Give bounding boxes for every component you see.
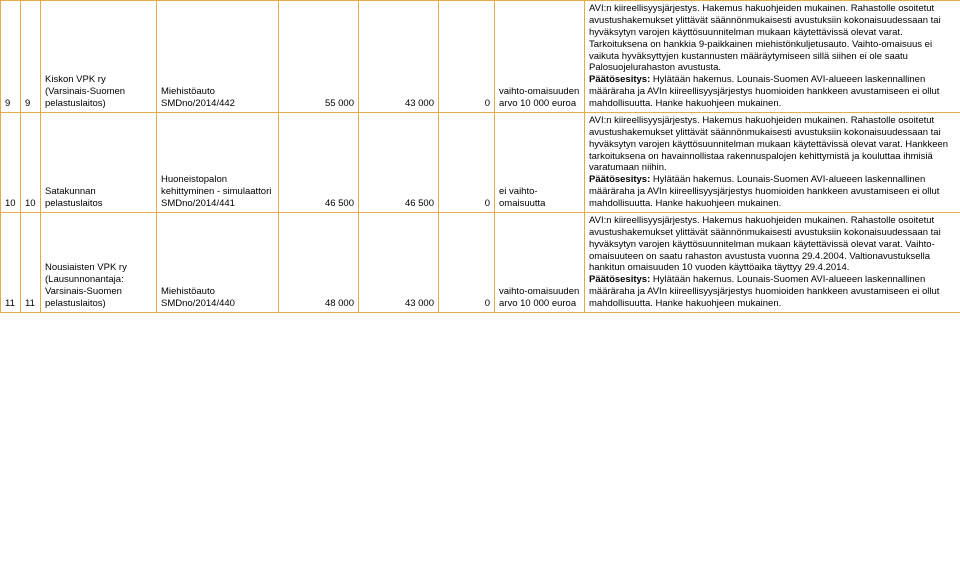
col-description: AVI:n kiireellisyysjärjestys. Hakemus ha…: [585, 1, 960, 113]
col-amount1: 55 000: [279, 1, 359, 113]
table-row: 1010Satakunnan pelastuslaitosHuoneistopa…: [1, 112, 960, 212]
col-org: Kiskon VPK ry (Varsinais-Suomen pelastus…: [41, 1, 157, 113]
col-amount2: 46 500: [359, 112, 439, 212]
decision-label: Päätösesitys:: [589, 174, 650, 185]
col-item: Miehistöauto SMDno/2014/442: [157, 1, 279, 113]
table-row: 1111Nousiaisten VPK ry (Lausunnonantaja:…: [1, 212, 960, 312]
table-row: 99Kiskon VPK ry (Varsinais-Suomen pelast…: [1, 1, 960, 113]
col-item: Huoneistopalon kehittyminen - simulaatto…: [157, 112, 279, 212]
col-a: 9: [1, 1, 21, 113]
data-table: 99Kiskon VPK ry (Varsinais-Suomen pelast…: [0, 0, 960, 313]
col-a: 10: [1, 112, 21, 212]
col-amount3: 0: [439, 1, 495, 113]
decision-label: Päätösesitys:: [589, 274, 650, 285]
desc-text: AVI:n kiireellisyysjärjestys. Hakemus ha…: [589, 3, 941, 73]
col-description: AVI:n kiireellisyysjärjestys. Hakemus ha…: [585, 212, 960, 312]
col-amount3: 0: [439, 112, 495, 212]
col-org: Nousiaisten VPK ry (Lausunnonantaja: Var…: [41, 212, 157, 312]
col-amount2: 43 000: [359, 212, 439, 312]
desc-text: AVI:n kiireellisyysjärjestys. Hakemus ha…: [589, 115, 948, 174]
col-note: vaihto-omaisuuden arvo 10 000 euroa: [495, 1, 585, 113]
col-b: 11: [21, 212, 41, 312]
col-amount1: 46 500: [279, 112, 359, 212]
col-a: 11: [1, 212, 21, 312]
col-amount3: 0: [439, 212, 495, 312]
desc-text: AVI:n kiireellisyysjärjestys. Hakemus ha…: [589, 215, 941, 274]
col-note: vaihto-omaisuuden arvo 10 000 euroa: [495, 212, 585, 312]
col-b: 9: [21, 1, 41, 113]
col-amount1: 48 000: [279, 212, 359, 312]
col-org: Satakunnan pelastuslaitos: [41, 112, 157, 212]
col-note: ei vaihto-omaisuutta: [495, 112, 585, 212]
col-item: Miehistöauto SMDno/2014/440: [157, 212, 279, 312]
decision-label: Päätösesitys:: [589, 74, 650, 85]
col-description: AVI:n kiireellisyysjärjestys. Hakemus ha…: [585, 112, 960, 212]
col-b: 10: [21, 112, 41, 212]
col-amount2: 43 000: [359, 1, 439, 113]
